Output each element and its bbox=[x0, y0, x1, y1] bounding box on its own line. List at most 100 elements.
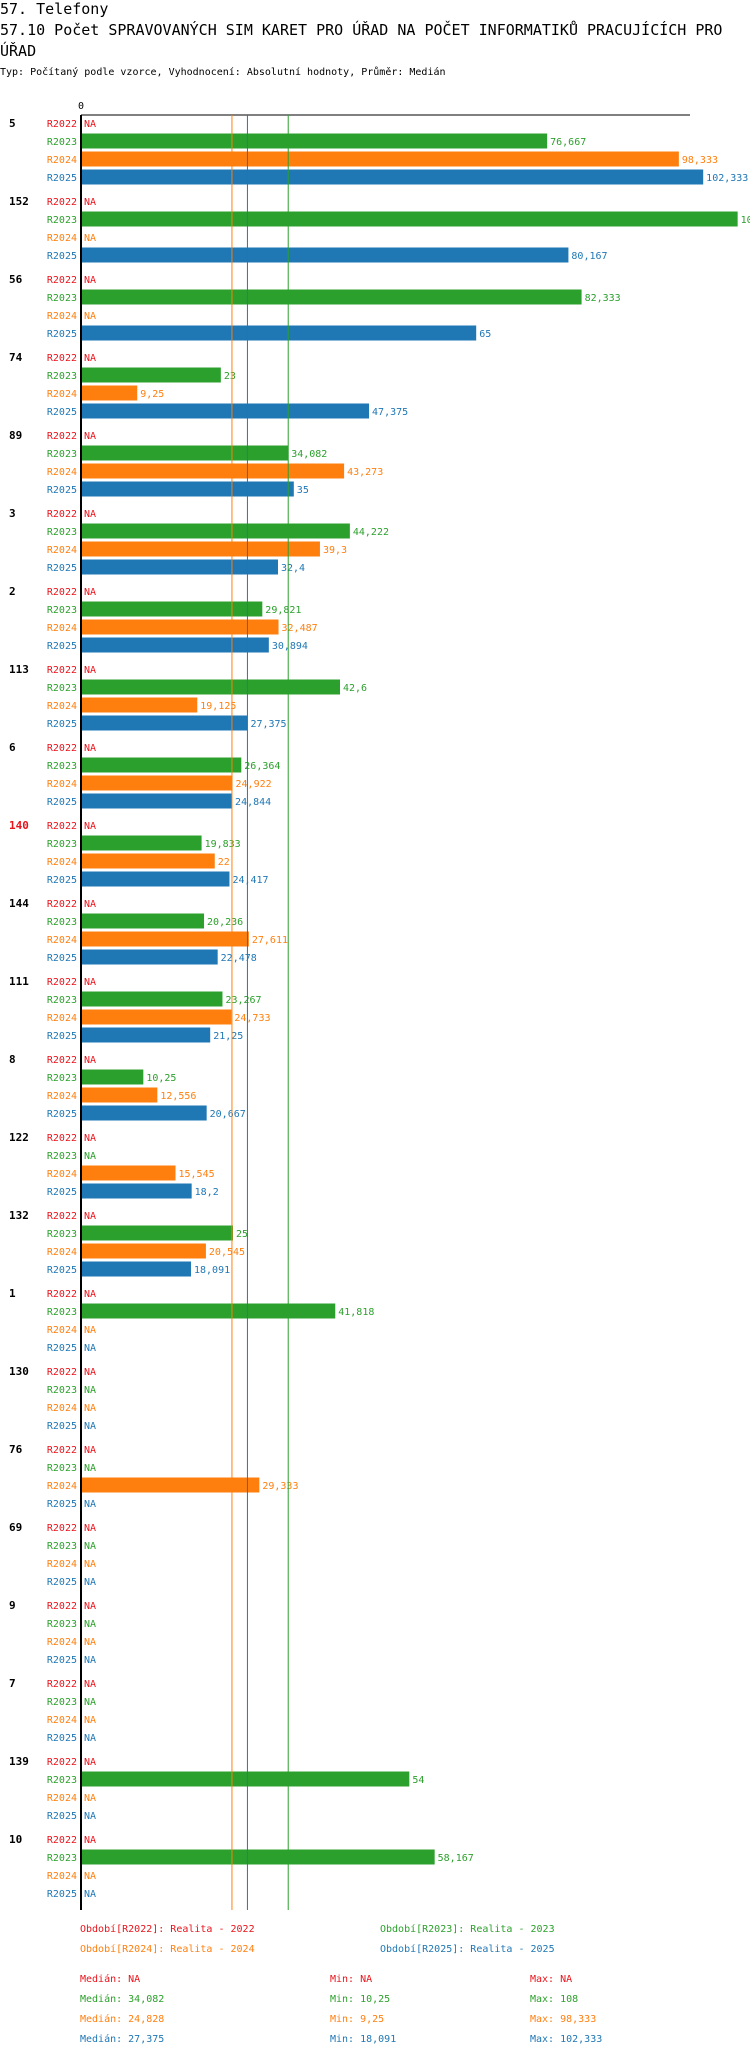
value-label-R2025-56: 65 bbox=[479, 329, 491, 340]
value-label-R2024-140: 22 bbox=[218, 857, 230, 868]
series-label-R2022-6: R2022 bbox=[47, 743, 77, 754]
na-label-R2022-139: NA bbox=[84, 1757, 96, 1768]
series-label-R2022-113: R2022 bbox=[47, 665, 77, 676]
value-label-R2025-113: 27,375 bbox=[250, 719, 286, 730]
chart-subtitle: Typ: Počítaný podle vzorce, Vyhodnocení:… bbox=[0, 67, 446, 78]
series-label-R2024-132: R2024 bbox=[47, 1247, 77, 1258]
group-label-3: 3 bbox=[9, 507, 16, 520]
series-label-R2022-74: R2022 bbox=[47, 353, 77, 364]
bar-R2025-132 bbox=[81, 1261, 191, 1277]
value-label-R2024-8: 12,556 bbox=[160, 1091, 196, 1102]
value-label-R2025-140: 24,417 bbox=[232, 875, 268, 886]
series-label-R2023-3: R2023 bbox=[47, 527, 77, 538]
na-label-R2024-152: NA bbox=[84, 233, 96, 244]
na-label-R2025-10: NA bbox=[84, 1889, 96, 1900]
series-label-R2024-89: R2024 bbox=[47, 467, 77, 478]
series-label-R2024-56: R2024 bbox=[47, 311, 77, 322]
series-label-R2023-113: R2023 bbox=[47, 683, 77, 694]
series-label-R2022-3: R2022 bbox=[47, 509, 77, 520]
series-label-R2024-10: R2024 bbox=[47, 1871, 77, 1882]
value-label-R2023-140: 19,833 bbox=[205, 839, 241, 850]
group-label-122: 122 bbox=[9, 1131, 29, 1144]
na-label-R2023-130: NA bbox=[84, 1385, 96, 1396]
series-label-R2024-74: R2024 bbox=[47, 389, 77, 400]
value-label-R2025-122: 18,2 bbox=[195, 1187, 219, 1198]
series-label-R2025-7: R2025 bbox=[47, 1733, 77, 1744]
na-label-R2024-9: NA bbox=[84, 1637, 96, 1648]
value-label-R2023-132: 25 bbox=[236, 1229, 248, 1240]
value-label-R2025-132: 18,091 bbox=[194, 1265, 230, 1276]
series-label-R2023-132: R2023 bbox=[47, 1229, 77, 1240]
group-label-132: 132 bbox=[9, 1209, 29, 1222]
series-label-R2025-76: R2025 bbox=[47, 1499, 77, 1510]
stat-min-R2022: Min: NA bbox=[330, 1974, 372, 1985]
value-label-R2025-152: 80,167 bbox=[571, 251, 607, 262]
series-label-R2022-89: R2022 bbox=[47, 431, 77, 442]
group-label-9: 9 bbox=[9, 1599, 16, 1612]
bar-R2023-2 bbox=[81, 601, 263, 617]
series-label-R2022-130: R2022 bbox=[47, 1367, 77, 1378]
stat-max-R2022: Max: NA bbox=[530, 1974, 572, 1985]
bar-R2024-111 bbox=[81, 1009, 232, 1025]
bar-R2025-152 bbox=[81, 247, 569, 263]
series-label-R2022-1: R2022 bbox=[47, 1289, 77, 1300]
series-label-R2024-2: R2024 bbox=[47, 623, 77, 634]
bar-R2023-111 bbox=[81, 991, 223, 1007]
stat-median-R2024: Medián: 24,828 bbox=[80, 2013, 164, 2025]
na-label-R2023-122: NA bbox=[84, 1151, 96, 1162]
value-label-R2023-6: 26,364 bbox=[244, 761, 280, 772]
na-label-R2022-7: NA bbox=[84, 1679, 96, 1690]
group-label-5: 5 bbox=[9, 117, 16, 130]
value-label-R2023-152: 108 bbox=[741, 215, 750, 226]
bar-R2025-144 bbox=[81, 949, 218, 965]
stat-median-R2025: Medián: 27,375 bbox=[80, 2033, 164, 2045]
series-label-R2025-130: R2025 bbox=[47, 1421, 77, 1432]
bar-R2024-89 bbox=[81, 463, 345, 479]
value-label-R2024-132: 20,545 bbox=[209, 1247, 245, 1258]
na-label-R2022-10: NA bbox=[84, 1835, 96, 1846]
series-label-R2024-140: R2024 bbox=[47, 857, 77, 868]
bar-R2025-122 bbox=[81, 1183, 192, 1199]
bar-R2023-140 bbox=[81, 835, 202, 851]
bar-R2023-113 bbox=[81, 679, 341, 695]
series-label-R2025-1: R2025 bbox=[47, 1343, 77, 1354]
bar-R2024-140 bbox=[81, 853, 215, 869]
na-label-R2025-1: NA bbox=[84, 1343, 96, 1354]
na-label-R2023-69: NA bbox=[84, 1541, 96, 1552]
bar-R2025-89 bbox=[81, 481, 294, 497]
series-label-R2024-122: R2024 bbox=[47, 1169, 77, 1180]
na-label-R2022-111: NA bbox=[84, 977, 96, 988]
value-label-R2025-89: 35 bbox=[297, 485, 309, 496]
series-label-R2022-56: R2022 bbox=[47, 275, 77, 286]
series-label-R2023-140: R2023 bbox=[47, 839, 77, 850]
value-label-R2023-74: 23 bbox=[224, 371, 236, 382]
value-label-R2024-113: 19,125 bbox=[200, 701, 236, 712]
series-label-R2022-122: R2022 bbox=[47, 1133, 77, 1144]
bar-R2024-132 bbox=[81, 1243, 206, 1259]
series-label-R2025-8: R2025 bbox=[47, 1109, 77, 1120]
bar-R2023-5 bbox=[81, 133, 548, 149]
value-label-R2024-74: 9,25 bbox=[140, 389, 164, 400]
na-label-R2024-56: NA bbox=[84, 311, 96, 322]
legend-period-R2022: Období[R2022]: Realita - 2022 bbox=[80, 1923, 255, 1935]
value-label-R2023-3: 44,222 bbox=[353, 527, 389, 538]
series-label-R2024-9: R2024 bbox=[47, 1637, 77, 1648]
na-label-R2022-74: NA bbox=[84, 353, 96, 364]
bar-R2024-8 bbox=[81, 1087, 158, 1103]
na-label-R2023-76: NA bbox=[84, 1463, 96, 1474]
series-label-R2024-144: R2024 bbox=[47, 935, 77, 946]
na-label-R2024-130: NA bbox=[84, 1403, 96, 1414]
series-label-R2025-111: R2025 bbox=[47, 1031, 77, 1042]
na-label-R2024-139: NA bbox=[84, 1793, 96, 1804]
series-label-R2022-2: R2022 bbox=[47, 587, 77, 598]
series-label-R2022-111: R2022 bbox=[47, 977, 77, 988]
series-label-R2022-9: R2022 bbox=[47, 1601, 77, 1612]
series-label-R2023-89: R2023 bbox=[47, 449, 77, 460]
series-label-R2025-10: R2025 bbox=[47, 1889, 77, 1900]
series-label-R2025-9: R2025 bbox=[47, 1655, 77, 1666]
value-label-R2024-76: 29,333 bbox=[262, 1481, 298, 1492]
series-label-R2022-8: R2022 bbox=[47, 1055, 77, 1066]
series-label-R2023-69: R2023 bbox=[47, 1541, 77, 1552]
group-label-76: 76 bbox=[9, 1443, 23, 1456]
